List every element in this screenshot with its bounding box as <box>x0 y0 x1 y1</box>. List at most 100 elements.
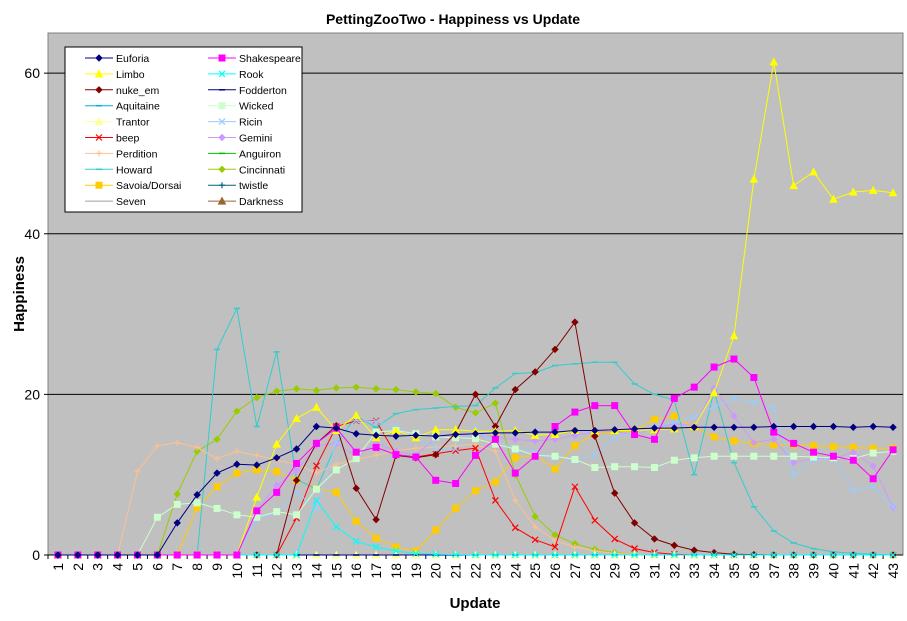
data-point <box>273 508 281 516</box>
legend-entry: nuke_em <box>85 85 159 97</box>
data-point <box>889 446 897 454</box>
data-point <box>432 389 440 398</box>
x-tick-label: 34 <box>706 563 722 579</box>
data-point <box>153 551 162 559</box>
data-point <box>471 390 480 399</box>
x-tick-label: 1 <box>50 563 66 571</box>
data-point <box>531 512 539 521</box>
data-point <box>670 541 679 550</box>
data-point <box>790 551 798 559</box>
data-point <box>213 483 221 491</box>
x-tick-label: 3 <box>90 563 106 571</box>
legend-label: beep <box>116 133 140 145</box>
data-point <box>432 526 440 534</box>
data-point <box>531 452 539 460</box>
x-tick-label: 43 <box>885 563 901 579</box>
data-point <box>611 535 619 543</box>
legend-entry: Wicked <box>208 101 274 113</box>
data-point <box>730 452 738 460</box>
data-point <box>491 551 499 559</box>
data-point <box>313 470 320 477</box>
data-point <box>471 430 480 438</box>
data-point <box>889 423 897 432</box>
x-tick-label: 21 <box>448 563 464 579</box>
legend-label: Gemini <box>239 133 272 145</box>
data-point <box>670 551 678 559</box>
legend-label: Ricin <box>239 117 262 129</box>
data-point <box>709 388 719 397</box>
legend-marker <box>218 165 226 174</box>
data-point <box>332 384 341 392</box>
data-point <box>869 551 877 559</box>
x-tick-label: 28 <box>587 563 603 579</box>
data-point <box>313 496 320 504</box>
data-point <box>789 458 798 467</box>
data-point <box>829 452 837 460</box>
x-tick-label: 14 <box>308 563 324 579</box>
x-axis-title: Update <box>450 595 501 612</box>
data-point <box>492 448 499 455</box>
data-point <box>750 398 758 406</box>
data-point <box>293 488 300 496</box>
data-point <box>253 507 261 515</box>
data-point <box>491 478 499 486</box>
data-point <box>272 387 281 395</box>
x-tick-label: 12 <box>269 563 285 579</box>
legend-marker <box>218 133 226 142</box>
data-point <box>710 363 718 371</box>
data-point <box>134 468 141 475</box>
x-tick-label: 35 <box>726 563 742 579</box>
data-point <box>770 551 778 559</box>
x-tick-label: 41 <box>845 563 861 579</box>
data-point <box>312 422 321 431</box>
data-point <box>392 432 400 440</box>
x-tick-label: 13 <box>289 563 305 579</box>
data-point <box>214 455 221 462</box>
data-point <box>194 444 201 451</box>
data-point <box>412 549 420 557</box>
data-point <box>571 483 579 491</box>
data-point <box>531 437 539 445</box>
legend-marker <box>94 69 104 78</box>
legend-entry: twistle <box>208 180 268 192</box>
data-point <box>650 424 659 432</box>
data-point <box>591 551 599 559</box>
data-point <box>591 463 599 471</box>
data-point <box>452 551 460 559</box>
data-point <box>452 504 460 512</box>
data-point <box>650 535 659 543</box>
data-point <box>532 523 539 530</box>
data-point <box>571 551 579 559</box>
data-point <box>173 519 181 527</box>
y-axis-ticks: 0 20 40 60 <box>24 65 48 563</box>
data-point <box>809 167 818 176</box>
legend-entry: Savoia/Dorsai <box>85 180 181 192</box>
data-point <box>452 445 460 453</box>
data-point <box>272 454 281 462</box>
data-point <box>253 461 261 469</box>
legend-label: twistle <box>239 180 268 192</box>
data-point <box>829 194 838 203</box>
data-point <box>133 551 142 559</box>
data-point <box>690 546 698 554</box>
data-point <box>848 187 858 196</box>
data-point <box>451 430 460 439</box>
data-point <box>352 484 360 493</box>
data-point <box>74 551 82 559</box>
data-point <box>571 442 579 450</box>
data-point <box>392 543 400 551</box>
data-point <box>531 551 539 559</box>
data-point <box>889 503 897 511</box>
legend-label: Fodderton <box>239 85 287 97</box>
data-point <box>352 383 360 391</box>
legend-marker <box>95 54 103 62</box>
data-point <box>511 454 519 462</box>
data-point <box>472 551 479 559</box>
data-point <box>292 466 301 475</box>
data-point <box>829 422 838 431</box>
legend-entry: Euforia <box>85 53 149 65</box>
data-point <box>750 438 758 447</box>
data-point <box>153 513 161 521</box>
data-point <box>849 456 857 464</box>
data-point <box>373 452 380 459</box>
